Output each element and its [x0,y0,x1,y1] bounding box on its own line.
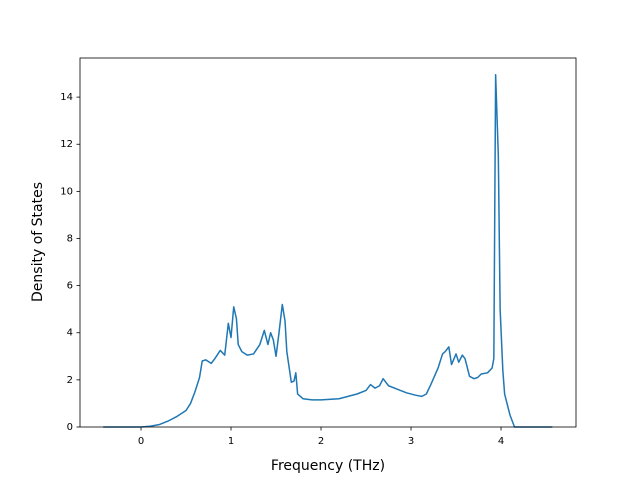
y-tick-label: 10 [60,186,73,197]
x-tick-label: 3 [408,436,414,447]
x-tick-label: 1 [228,436,234,447]
y-tick-label: 12 [60,139,73,150]
y-tick-label: 0 [67,422,73,433]
x-tick-label: 0 [138,436,144,447]
y-tick-label: 8 [67,233,73,244]
y-axis-label: Density of States [30,182,46,302]
y-tick-label: 2 [67,375,73,386]
x-axis-label: Frequency (THz) [271,458,385,474]
x-tick-label: 4 [498,436,504,447]
x-tick-label: 2 [318,436,324,447]
y-tick-label: 4 [67,328,73,339]
plot-frame [79,57,577,428]
line [103,73,553,428]
y-tick-label: 14 [60,92,73,103]
y-tick-label: 6 [67,281,73,292]
